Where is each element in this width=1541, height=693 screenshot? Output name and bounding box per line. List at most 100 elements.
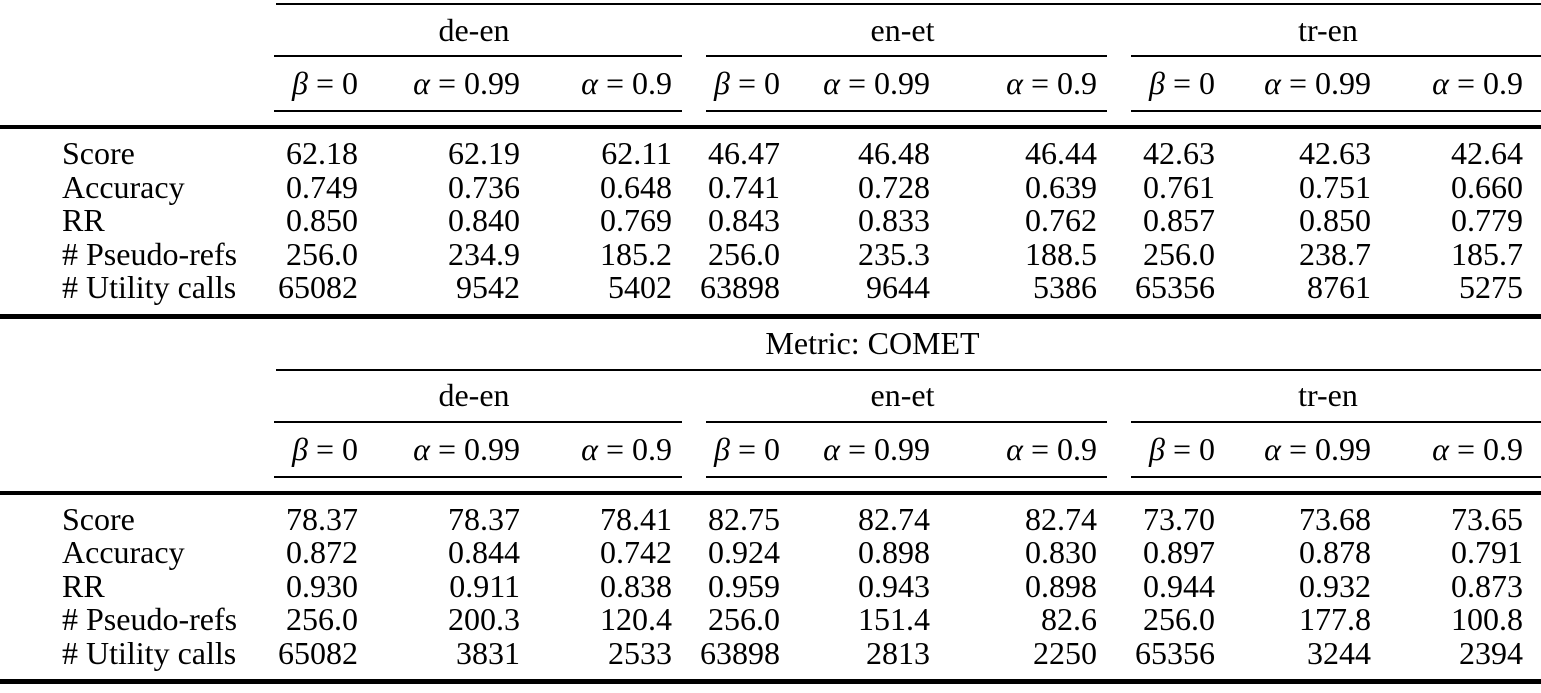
table-row: # Utility calls 65082 3831 2533 63898 28… [0, 634, 1541, 671]
cell-value: 78.41 [600, 500, 672, 537]
group-header-de-en: de-en [438, 11, 510, 48]
cell-value: 0.932 [1299, 567, 1371, 604]
alpha-symbol: α [823, 65, 840, 101]
cell-value: 2533 [608, 634, 672, 671]
col-header-beta-0: β = 0 [714, 65, 780, 101]
beta-symbol: β [292, 430, 308, 467]
col-header-alpha-09: α = 0.9 [581, 65, 672, 101]
beta-symbol: β [1149, 430, 1165, 467]
cell-value: 0.878 [1299, 534, 1371, 570]
group-underline-tr-en [1131, 55, 1541, 57]
cell-value: 0.959 [708, 567, 780, 604]
cell-value: 0.728 [858, 168, 930, 205]
col-header-beta-0: β = 0 [1149, 65, 1215, 101]
group-underline-tr-en [1131, 420, 1541, 423]
cell-value: 62.19 [448, 135, 520, 171]
col-header-beta-0: β = 0 [292, 430, 358, 467]
cell-value: 0.944 [1143, 567, 1215, 604]
cell-value: 2394 [1459, 634, 1523, 671]
group-header-row: de-en en-et tr-en [0, 5, 1541, 55]
col-header-beta-0: β = 0 [1149, 430, 1215, 467]
col-underline-en-et [706, 110, 1107, 112]
cell-value: 0.660 [1451, 168, 1523, 205]
col-header-alpha-09: α = 0.9 [1006, 430, 1097, 467]
table-comet: de-en en-et tr-en β = 0 α = 0.99 α = 0.9… [0, 368, 1541, 684]
cell-value: 65356 [1135, 634, 1215, 671]
row-label-rr: RR [62, 567, 105, 604]
cell-value: 73.70 [1143, 500, 1215, 537]
cell-value: 0.930 [286, 567, 358, 604]
cell-value: 0.751 [1299, 168, 1371, 205]
row-label-score: Score [62, 500, 135, 537]
bottom-rule [0, 679, 1541, 684]
cell-value: 0.830 [1025, 534, 1097, 570]
cell-value: 73.65 [1451, 500, 1523, 537]
cell-value: 0.897 [1143, 534, 1215, 570]
group-header-row: de-en en-et tr-en [0, 371, 1541, 421]
group-underline-de-en [274, 420, 682, 423]
cell-value: 256.0 [286, 601, 358, 637]
cell-value: 65082 [278, 634, 358, 671]
cell-value: 62.11 [601, 135, 672, 171]
col-header-alpha-09: α = 0.9 [1006, 65, 1097, 101]
col-underline-tr-en [1131, 110, 1541, 112]
table-row: Accuracy 0.872 0.844 0.742 0.924 0.898 0… [0, 534, 1541, 570]
cell-value: 42.63 [1299, 135, 1371, 171]
cell-value: 0.943 [858, 567, 930, 604]
alpha-symbol: α [413, 65, 430, 101]
col-underline-de-en [274, 475, 682, 478]
cell-value: 0.838 [600, 567, 672, 604]
table-row: RR 0.850 0.840 0.769 0.843 0.833 0.762 0… [0, 202, 1541, 238]
cell-value: 78.37 [286, 500, 358, 537]
table-separator-rule [0, 313, 1541, 319]
cell-value: 46.48 [858, 135, 930, 171]
alpha-symbol: α [1264, 430, 1281, 467]
table-row: # Utility calls 65082 9542 5402 63898 96… [0, 269, 1541, 305]
col-header-alpha-099: α = 0.99 [1264, 65, 1371, 101]
beta-symbol: β [1149, 65, 1165, 101]
cell-value: 9644 [866, 269, 930, 305]
cell-value: 0.850 [286, 202, 358, 238]
col-underline-de-en [274, 110, 682, 112]
cell-value: 3831 [456, 634, 520, 671]
cell-value: 82.74 [858, 500, 930, 537]
cell-value: 5275 [1459, 269, 1523, 305]
table-comet-body: Score 78.37 78.37 78.41 82.75 82.74 82.7… [0, 495, 1541, 680]
cell-value: 3244 [1307, 634, 1371, 671]
cell-value: 120.4 [600, 601, 672, 637]
cell-value: 234.9 [448, 235, 520, 272]
cell-value: 0.736 [448, 168, 520, 205]
cell-value: 0.924 [708, 534, 780, 570]
cell-value: 0.762 [1025, 202, 1097, 238]
cell-value: 0.843 [708, 202, 780, 238]
group-underline-row [0, 55, 1541, 57]
cell-value: 9542 [456, 269, 520, 305]
cell-value: 42.63 [1143, 135, 1215, 171]
col-header-alpha-099: α = 0.99 [823, 430, 930, 467]
alpha-symbol: α [413, 430, 430, 467]
cell-value: 0.791 [1451, 534, 1523, 570]
cell-value: 0.898 [1025, 567, 1097, 604]
cell-value: 2250 [1033, 634, 1097, 671]
cell-value: 63898 [700, 634, 780, 671]
cell-value: 256.0 [1143, 601, 1215, 637]
row-label-score: Score [62, 135, 135, 171]
cell-value: 256.0 [708, 601, 780, 637]
col-underline-en-et [706, 475, 1107, 478]
cell-value: 46.47 [708, 135, 780, 171]
cell-value: 185.2 [600, 235, 672, 272]
col-header-alpha-099: α = 0.99 [823, 65, 930, 101]
group-underline-en-et [706, 55, 1107, 57]
cell-value: 0.769 [600, 202, 672, 238]
cell-value: 78.37 [448, 500, 520, 537]
col-header-alpha-09: α = 0.9 [1432, 65, 1523, 101]
row-label-accuracy: Accuracy [62, 168, 185, 205]
table-top-body: Score 62.18 62.19 62.11 46.47 46.48 46.4… [0, 129, 1541, 314]
metric-underline-rule [276, 368, 1541, 371]
table-row: Accuracy 0.749 0.736 0.648 0.741 0.728 0… [0, 168, 1541, 205]
cell-value: 0.840 [448, 202, 520, 238]
cell-value: 0.741 [708, 168, 780, 205]
col-header-alpha-099: α = 0.99 [413, 430, 520, 467]
table-row: # Pseudo-refs 256.0 234.9 185.2 256.0 23… [0, 235, 1541, 272]
cell-value: 238.7 [1299, 235, 1371, 272]
